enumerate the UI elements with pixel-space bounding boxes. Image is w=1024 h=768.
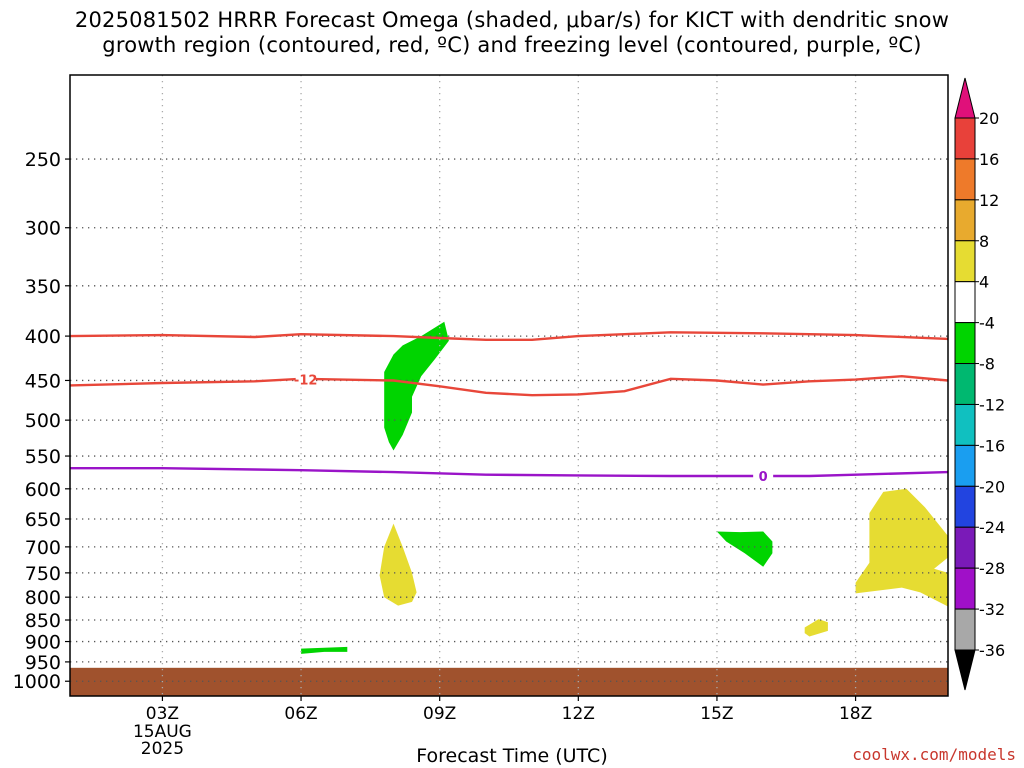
contour-line-1 <box>69 374 949 397</box>
colorbar-swatch-3 <box>954 240 976 283</box>
colorbar-label-6: -8 <box>979 355 995 374</box>
y-tick-label-650: 650 <box>25 509 61 531</box>
y-tick-label-700: 700 <box>25 537 61 559</box>
colorbar-label-3: 8 <box>979 232 989 251</box>
colorbar: 20 16 12 8 4 -4 -8 -12 -16 -20 -24 -28 -32 -36 <box>954 77 1005 691</box>
colorbar-label-0: 20 <box>979 109 999 128</box>
plot-background <box>70 75 948 696</box>
contour-line-0 <box>69 331 949 341</box>
colorbar-swatch-9 <box>954 485 976 528</box>
y-tick-label-750: 750 <box>25 563 61 585</box>
colorbar-label-2: 12 <box>979 191 999 210</box>
colorbar-swatch-1 <box>954 158 976 201</box>
y-tick-label-400: 400 <box>25 326 61 348</box>
ground-fill <box>70 667 948 696</box>
y-tick-label-250: 250 <box>25 149 61 171</box>
y-tick-label-950: 950 <box>25 652 61 674</box>
plot-area: -12 0 <box>69 75 949 696</box>
colorbar-swatch-5 <box>954 322 976 365</box>
colorbar-label-13: -36 <box>979 641 1005 660</box>
contour-label-bg-2 <box>753 468 774 485</box>
y-tick-label-500: 500 <box>25 410 61 432</box>
omega-region-3 <box>379 523 417 606</box>
x-tick-label-06Z: 06Z <box>284 704 317 724</box>
colorbar-label-12: -32 <box>979 600 1005 619</box>
contour-line-2 <box>70 467 949 478</box>
x-tick-label-15Z: 15Z <box>700 704 733 724</box>
y-tick-label-350: 350 <box>25 276 61 298</box>
contour-label-2: 0 <box>759 470 768 485</box>
colorbar-label-4: 4 <box>979 273 989 292</box>
omega-region-2 <box>301 646 348 654</box>
colorbar-label-1: 16 <box>979 150 999 169</box>
colorbar-swatch-11 <box>954 567 976 610</box>
y-tick-label-850: 850 <box>25 610 61 632</box>
colorbar-label-10: -24 <box>979 518 1005 537</box>
y-tick-label-800: 800 <box>25 587 61 609</box>
contour-label-1: -12 <box>294 374 318 389</box>
chart-title-line2: growth region (contoured, red, ºC) and f… <box>102 33 922 57</box>
y-tick-label-450: 450 <box>25 370 61 392</box>
y-tick-label-900: 900 <box>25 632 61 654</box>
colorbar-top-arrow <box>954 77 976 119</box>
colorbar-label-8: -16 <box>979 436 1005 455</box>
omega-region-5 <box>804 619 828 637</box>
colorbar-swatch-7 <box>954 403 976 446</box>
colorbar-swatch-10 <box>954 526 976 569</box>
chart-title-line1: 2025081502 HRRR Forecast Omega (shaded, … <box>74 8 950 32</box>
y-tick-label-550: 550 <box>25 446 61 468</box>
x-axis-label: Forecast Time (UTC) <box>416 745 608 767</box>
colorbar-bottom-arrow <box>954 649 976 691</box>
y-tick-label-1000: 1000 <box>13 671 61 693</box>
contour-label-bg-1 <box>295 371 316 388</box>
colorbar-label-9: -20 <box>979 477 1005 496</box>
site-credit[interactable]: coolwx.com/models <box>852 745 1016 764</box>
colorbar-swatch-6 <box>954 363 976 405</box>
chart-title: 2025081502 HRRR Forecast Omega (shaded, … <box>0 8 1024 58</box>
colorbar-swatch-0 <box>954 117 976 160</box>
x-tick-sublabel-1: 2025 <box>141 739 184 759</box>
x-tick-sublabel-0: 15AUG <box>133 722 192 742</box>
colorbar-swatch-2 <box>954 199 976 242</box>
colorbar-label-11: -28 <box>979 559 1005 578</box>
plot-frame <box>69 74 949 697</box>
x-tick-label-12Z: 12Z <box>562 704 595 724</box>
x-tick-label-03Z: 03Z <box>146 704 179 724</box>
y-tick-label-600: 600 <box>25 479 61 501</box>
colorbar-swatch-12 <box>954 608 976 651</box>
colorbar-label-7: -12 <box>979 395 1005 414</box>
y-tick-label-300: 300 <box>25 218 61 240</box>
colorbar-swatch-8 <box>954 444 976 487</box>
x-tick-label-18Z: 18Z <box>839 704 872 724</box>
colorbar-swatch-4 <box>954 281 976 324</box>
omega-region-4 <box>855 488 948 607</box>
omega-region-1 <box>716 531 773 567</box>
axes: 2503003504004505005506006507007508008509… <box>13 74 949 759</box>
x-tick-label-09Z: 09Z <box>423 704 456 724</box>
omega-region-0 <box>384 321 449 451</box>
colorbar-label-5: -4 <box>979 314 995 333</box>
